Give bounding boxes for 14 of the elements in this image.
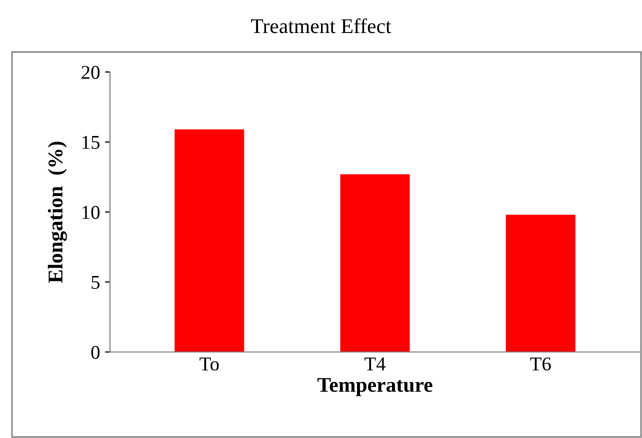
bar [340, 174, 410, 352]
y-tick-label: 10 [82, 206, 100, 219]
y-tick-label: 5 [92, 276, 100, 289]
chart-title: Treatment Effect [251, 18, 392, 34]
x-tick-label: T4 [364, 358, 386, 370]
bar [174, 129, 244, 352]
x-tick-label: To [200, 358, 219, 371]
bar [506, 214, 576, 352]
y-tick-label: 20 [82, 66, 100, 79]
y-axis-title: Elongation (%) [48, 142, 67, 283]
x-tick-label: T6 [530, 357, 551, 371]
y-tick-label: 15 [82, 136, 100, 149]
y-tick-label: 0 [91, 346, 100, 359]
x-axis-title: Temperature [317, 378, 432, 396]
